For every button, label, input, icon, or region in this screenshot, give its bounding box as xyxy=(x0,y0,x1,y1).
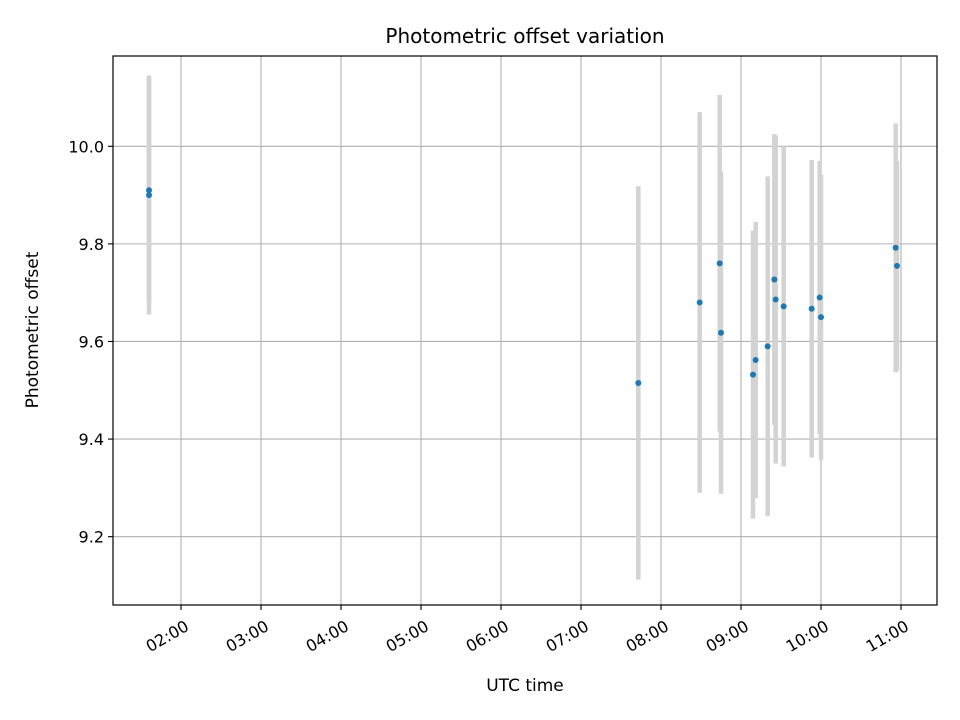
data-point xyxy=(894,262,900,269)
data-point xyxy=(696,299,703,306)
data-point xyxy=(771,276,778,283)
data-points xyxy=(146,187,900,386)
data-point xyxy=(816,294,823,301)
data-point xyxy=(146,192,152,199)
x-axis-label: UTC time xyxy=(486,676,564,696)
data-point xyxy=(808,305,815,312)
chart-title: Photometric offset variation xyxy=(385,24,664,48)
data-point xyxy=(764,343,771,350)
grid-lines xyxy=(113,56,937,605)
y-axis-label: Photometric offset xyxy=(23,251,43,408)
y-axis-ticks: 9.2 9.4 9.6 9.8 10.0 xyxy=(68,137,113,547)
y-tick-label: 9.4 xyxy=(79,430,104,449)
plot-background xyxy=(113,56,937,605)
plot-frame xyxy=(112,55,938,606)
data-point xyxy=(892,244,899,251)
data-point xyxy=(716,260,723,267)
y-tick-label: 9.2 xyxy=(79,528,104,547)
data-point xyxy=(752,357,759,364)
data-point xyxy=(146,187,152,194)
y-tick-label: 9.6 xyxy=(79,332,104,351)
data-point xyxy=(718,329,724,336)
data-point xyxy=(818,314,824,321)
data-point xyxy=(635,379,642,386)
y-tick-label: 9.8 xyxy=(79,235,104,254)
y-tick-label: 10.0 xyxy=(68,137,104,156)
data-point xyxy=(750,371,756,378)
data-point xyxy=(772,296,779,303)
data-point xyxy=(780,303,787,310)
